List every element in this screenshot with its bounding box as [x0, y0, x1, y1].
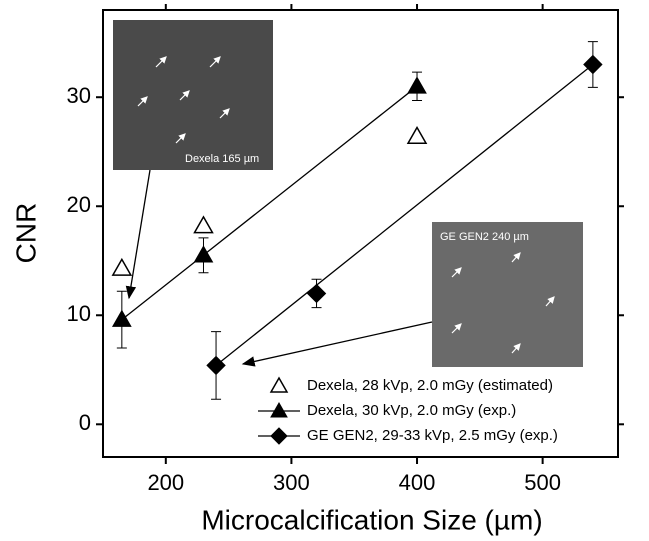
data-point: [194, 246, 212, 262]
data-point: [113, 259, 131, 275]
legend-marker: [271, 403, 287, 417]
legend-label: GE GEN2, 29-33 kVp, 2.5 mGy (exp.): [307, 427, 558, 444]
legend-label: Dexela, 30 kVp, 2.0 mGy (exp.): [307, 402, 516, 419]
legend-marker: [271, 378, 287, 392]
x-axis-title: Microcalcification Size (µm): [201, 504, 542, 535]
legend-label: Dexela, 28 kVp, 2.0 mGy (estimated): [307, 377, 553, 394]
chart: Dexela 165 µm GE GEN2 240 µm CNR Microca…: [0, 0, 649, 541]
inset-label: Dexela 165 µm: [185, 153, 259, 165]
data-point: [113, 311, 131, 327]
y-tick-label: 0: [79, 410, 91, 435]
y-tick-label: 10: [67, 301, 91, 326]
callout-arrow: [129, 170, 150, 298]
data-point: [194, 217, 212, 233]
inset-label: GE GEN2 240 µm: [440, 231, 529, 243]
x-tick-label: 500: [524, 470, 561, 495]
callout-arrow: [243, 322, 432, 364]
data-point: [207, 356, 225, 374]
y-tick-label: 30: [67, 83, 91, 108]
data-point: [408, 127, 426, 143]
inset-ge: GE GEN2 240 µm: [432, 222, 583, 367]
inset-dexela: Dexela 165 µm: [113, 20, 273, 170]
data-point: [408, 77, 426, 93]
data-point: [308, 284, 326, 302]
y-axis-title: CNR: [10, 203, 41, 264]
x-tick-label: 300: [273, 470, 310, 495]
x-tick-label: 400: [399, 470, 436, 495]
legend-marker: [271, 428, 287, 444]
y-tick-label: 20: [67, 192, 91, 217]
data-point: [584, 56, 602, 74]
x-tick-label: 200: [147, 470, 184, 495]
